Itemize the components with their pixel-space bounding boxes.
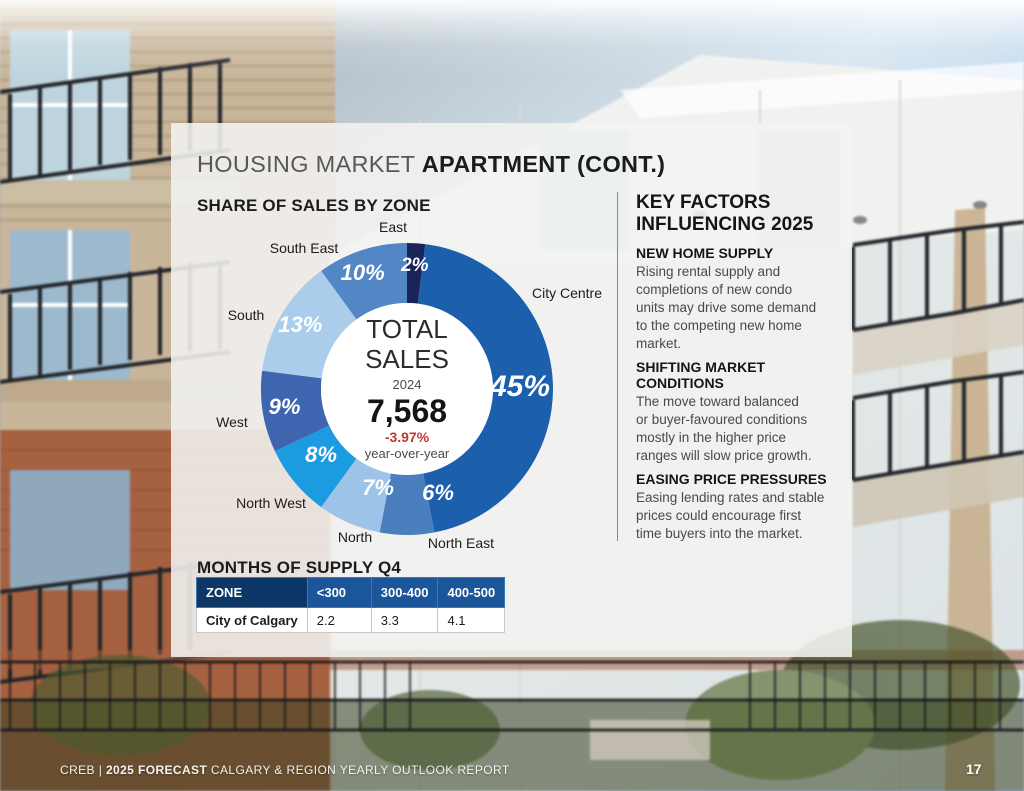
svg-text:9%: 9% — [269, 394, 301, 419]
svg-text:2%: 2% — [400, 255, 429, 276]
svg-text:City Centre: City Centre — [532, 285, 602, 301]
svg-text:North West: North West — [236, 495, 306, 511]
svg-text:North East: North East — [428, 535, 494, 551]
svg-text:West: West — [216, 414, 248, 430]
svg-text:6%: 6% — [422, 480, 454, 505]
svg-text:South East: South East — [270, 240, 339, 256]
svg-text:45%: 45% — [489, 370, 550, 403]
svg-text:13%: 13% — [278, 312, 322, 337]
svg-text:East: East — [379, 219, 407, 235]
svg-text:10%: 10% — [341, 260, 385, 285]
svg-text:North: North — [338, 529, 372, 545]
svg-text:South: South — [228, 307, 265, 323]
